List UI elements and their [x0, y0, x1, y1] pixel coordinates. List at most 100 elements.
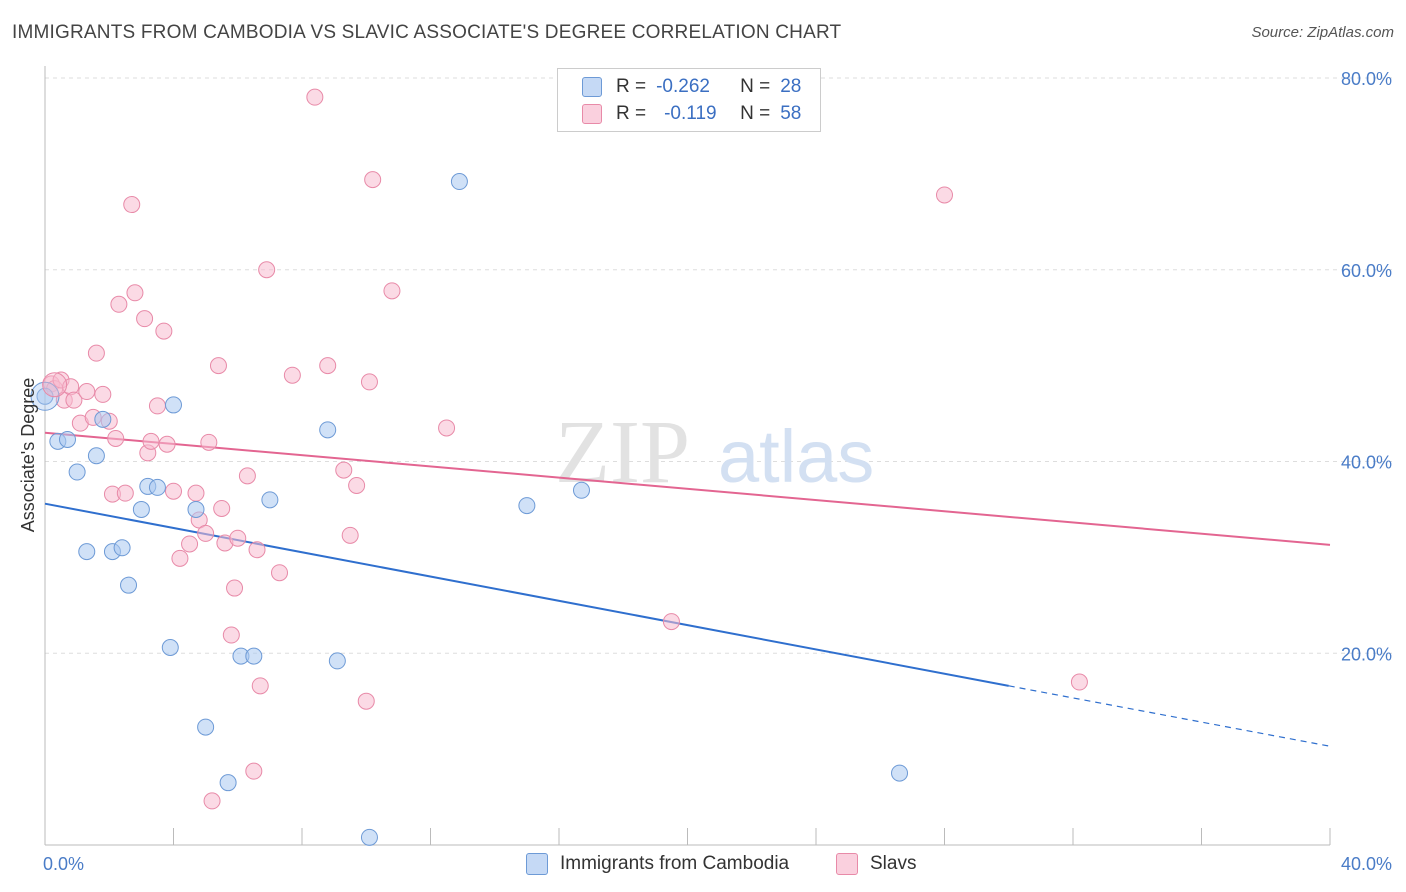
legend-label-cambodia: Immigrants from Cambodia — [560, 853, 790, 874]
point-slavs — [110, 295, 128, 313]
axes — [44, 66, 1331, 846]
legend-swatch-cambodia — [582, 77, 602, 97]
point-slavs — [107, 429, 125, 447]
point-slavs — [155, 322, 173, 340]
x-tick-label: 40.0% — [1341, 854, 1392, 874]
point-cambodia — [120, 576, 138, 594]
point-slavs — [136, 310, 154, 328]
point-cambodia — [87, 447, 105, 465]
point-cambodia — [197, 718, 215, 736]
point-cambodia — [58, 430, 76, 448]
chart-title: IMMIGRANTS FROM CAMBODIA VS SLAVIC ASSOC… — [12, 22, 842, 43]
gridlines — [45, 77, 1392, 654]
point-cambodia — [94, 410, 112, 428]
legend-row-cambodia: R = -0.262 N = 28 — [582, 74, 801, 100]
point-slavs — [213, 499, 231, 517]
point-slavs — [341, 526, 359, 544]
legend-n-value: 28 — [780, 76, 802, 97]
point-slavs — [238, 467, 256, 485]
legend-r-value: -0.119 — [664, 103, 717, 124]
point-slavs — [438, 419, 456, 437]
point-slavs — [187, 484, 205, 502]
point-slavs — [165, 482, 182, 500]
point-cambodia — [187, 500, 205, 518]
point-cambodia — [891, 764, 909, 782]
legend-n-value: 58 — [780, 103, 802, 124]
point-slavs — [222, 626, 240, 644]
legend-item-cambodia: Immigrants from Cambodia — [526, 851, 789, 877]
legend-swatch-cambodia — [526, 853, 548, 875]
point-slavs — [357, 692, 375, 710]
y-tick-label: 40.0% — [1341, 453, 1392, 473]
point-cambodia — [245, 647, 263, 665]
point-slavs — [383, 282, 401, 300]
point-slavs — [65, 391, 83, 409]
y-tick-label: 80.0% — [1341, 69, 1392, 89]
point-slavs — [248, 541, 266, 559]
x-tick-labels: 0.0% 40.0% — [43, 854, 1392, 874]
point-slavs — [197, 524, 215, 542]
correlation-legend: R = -0.262 N = 28 R = -0.119 N = 58 — [557, 68, 821, 132]
point-cambodia — [319, 421, 337, 439]
point-slavs — [181, 535, 199, 553]
data-points — [30, 88, 1088, 846]
point-slavs — [1070, 673, 1088, 691]
point-slavs — [229, 529, 247, 547]
point-cambodia — [132, 500, 150, 518]
point-cambodia — [572, 481, 590, 499]
point-cambodia — [165, 396, 182, 414]
point-slavs — [94, 385, 112, 403]
point-slavs — [116, 484, 134, 502]
point-slavs — [283, 366, 301, 384]
legend-n-label: N = — [740, 76, 771, 97]
point-slavs — [258, 261, 276, 279]
point-slavs — [364, 171, 382, 189]
y-tick-labels: 20.0% 40.0% 60.0% 80.0% — [1341, 69, 1392, 664]
point-slavs — [148, 397, 166, 415]
point-cambodia — [328, 652, 346, 670]
point-slavs — [226, 579, 244, 597]
point-slavs — [209, 357, 227, 375]
point-slavs — [662, 613, 680, 631]
legend-r-label: R = — [616, 103, 647, 124]
point-cambodia — [261, 491, 279, 509]
point-cambodia — [450, 173, 468, 191]
point-slavs — [936, 186, 953, 204]
point-slavs — [78, 383, 96, 401]
legend-n-label: N = — [740, 103, 771, 124]
point-slavs — [251, 677, 269, 695]
point-cambodia — [113, 539, 131, 557]
point-cambodia — [148, 478, 166, 496]
point-slavs — [203, 792, 221, 810]
x-tick-label: 0.0% — [43, 854, 84, 874]
source-label: Source: ZipAtlas.com — [1251, 24, 1394, 41]
point-cambodia — [360, 828, 378, 846]
trendline-slavs — [44, 431, 1331, 546]
point-slavs — [348, 476, 366, 494]
legend-swatch-slavs — [582, 104, 602, 124]
point-cambodia — [78, 543, 96, 561]
point-slavs — [360, 373, 378, 391]
watermark-atlas: atlas — [718, 415, 874, 498]
point-cambodia — [161, 638, 179, 656]
y-tick-label: 60.0% — [1341, 261, 1392, 281]
point-cambodia — [68, 463, 86, 481]
point-slavs — [123, 196, 141, 214]
legend-label-slavs: Slavs — [870, 853, 917, 874]
point-slavs — [200, 433, 218, 451]
legend-swatch-slavs — [836, 853, 858, 875]
point-cambodia — [219, 774, 237, 792]
point-slavs — [142, 432, 160, 450]
y-axis-label: Associate's Degree — [18, 378, 38, 533]
trendline-cambodia — [44, 502, 1009, 687]
trendline-cambodia-extension — [1008, 685, 1331, 747]
point-slavs — [158, 435, 176, 453]
legend-r-value: -0.262 — [656, 76, 710, 97]
point-slavs — [126, 284, 144, 302]
point-slavs — [335, 461, 353, 479]
legend-r-label: R = — [616, 76, 647, 97]
point-slavs — [319, 357, 337, 375]
legend-row-slavs: R = -0.119 N = 58 — [582, 101, 801, 127]
point-slavs — [271, 564, 289, 582]
